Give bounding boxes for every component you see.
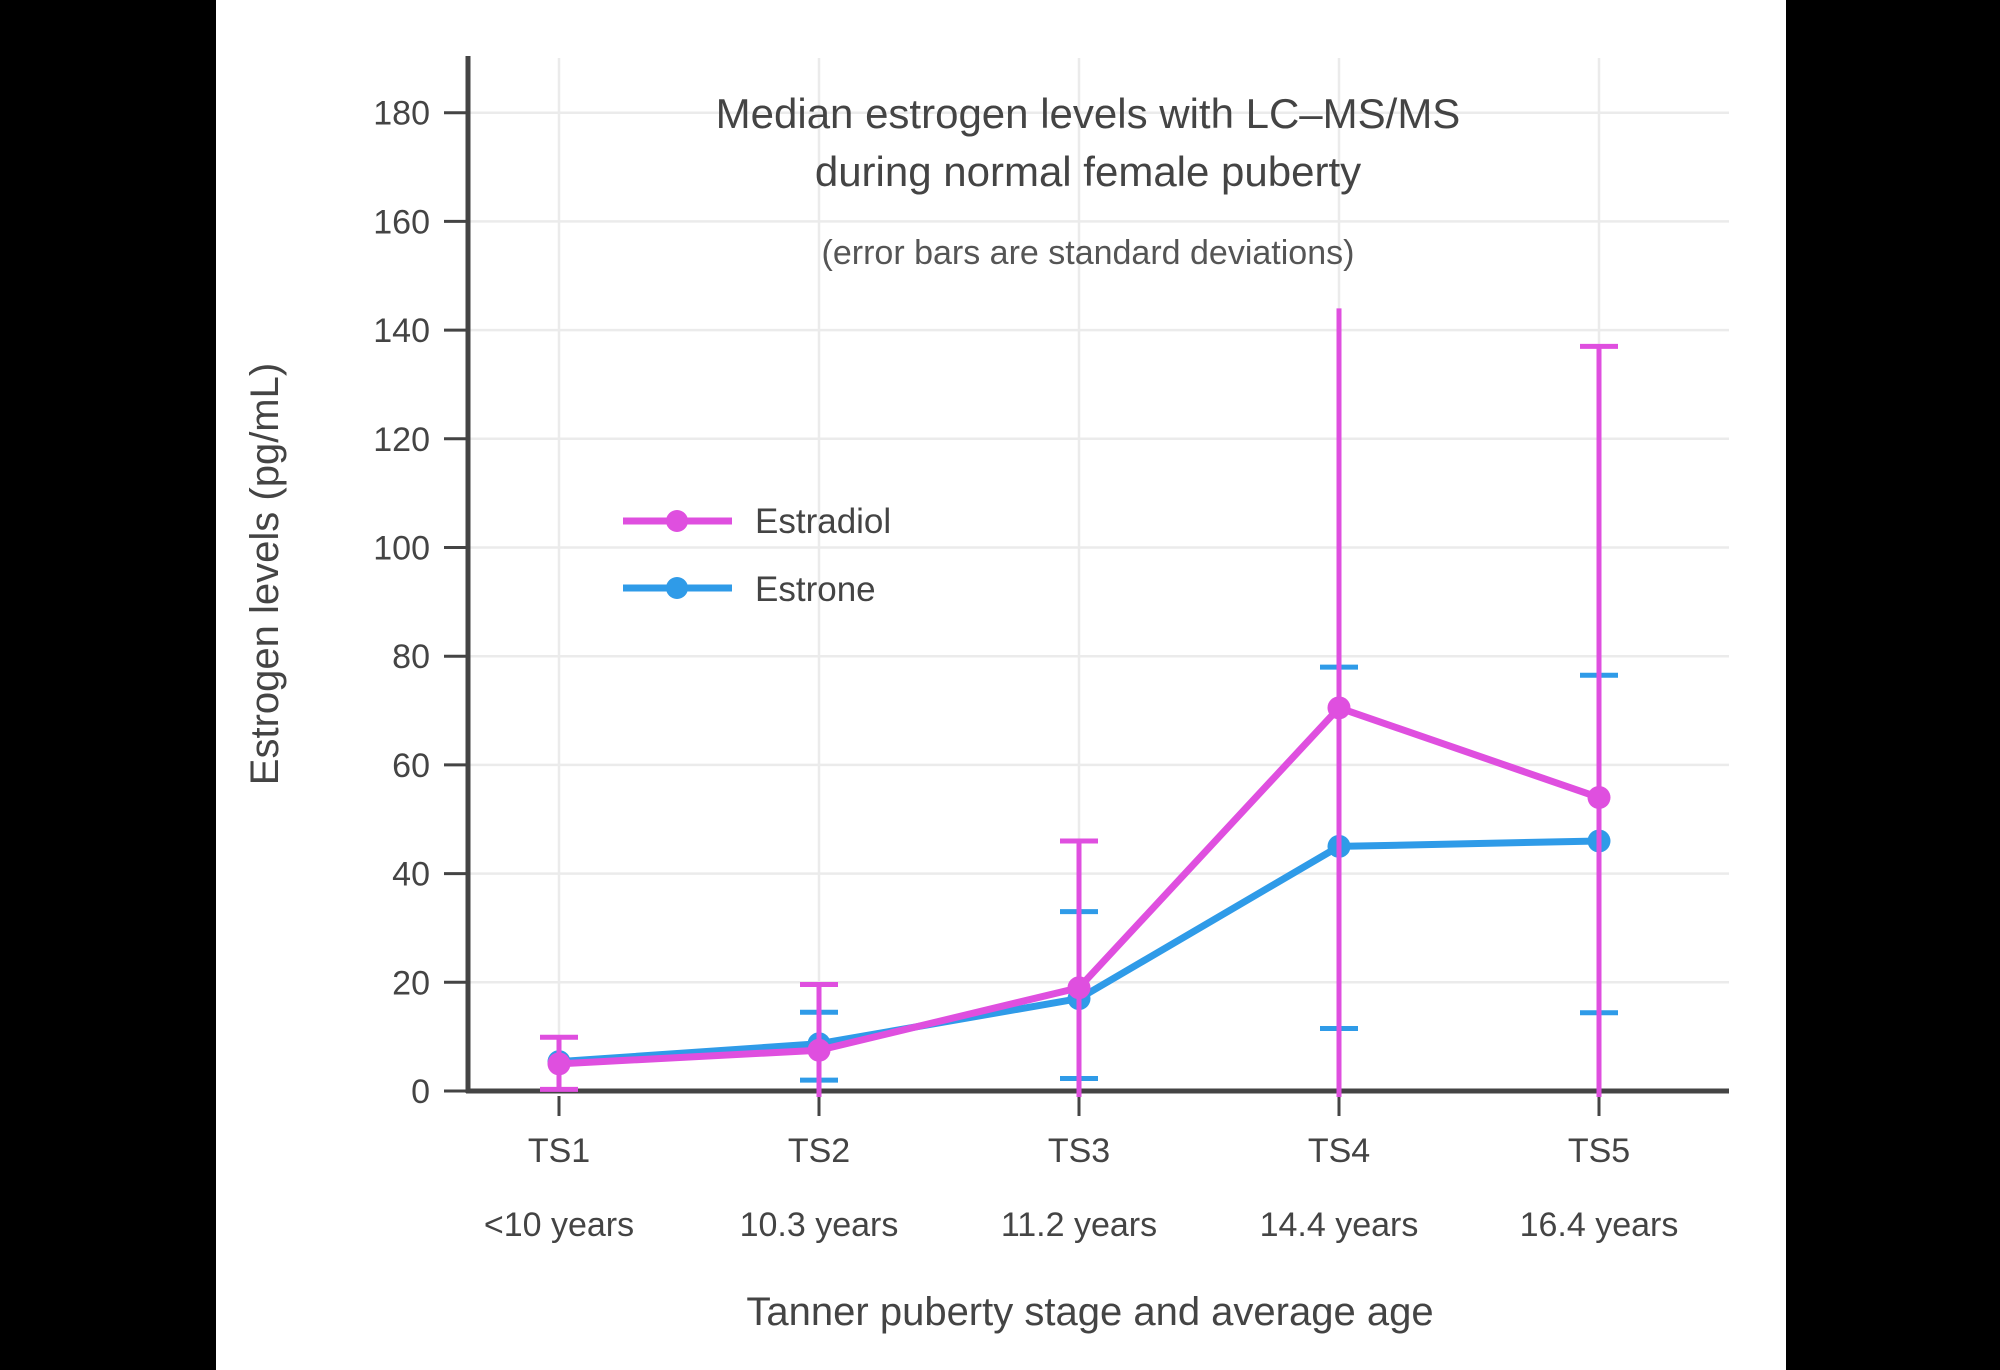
x-tick-label-TS2: TS2 [788,1132,850,1170]
y-tick-label-80: 80 [392,638,430,676]
data-series [540,308,1618,1097]
chart-title-line1: Median estrogen levels with LC–MS/MS [716,90,1461,137]
marker-estradiol-TS3 [1067,976,1091,1000]
y-tick-label-120: 120 [373,421,430,459]
legend-label-estrone: Estrone [755,570,876,609]
y-tick-label-0: 0 [411,1073,430,1111]
series-estradiol [540,308,1618,1097]
y-tick-label-140: 140 [373,312,430,350]
y-tick-label-100: 100 [373,530,430,568]
marker-estradiol-TS2 [807,1038,831,1062]
y-tick-label-180: 180 [373,95,430,133]
x-tick-label-TS4: TS4 [1308,1132,1370,1170]
y-axis-title: Estrogen levels (pg/mL) [243,363,287,785]
legend: Estradiol Estrone [623,502,891,609]
x-tick-label-TS3: TS3 [1048,1132,1110,1170]
chart-subtitle: (error bars are standard deviations) [822,234,1355,272]
y-tick-label-160: 160 [373,203,430,241]
legend-item-estrone[interactable]: Estrone [623,570,876,609]
tick-labels: 0 20 40 60 80 100 120 140 160 180 TS1 <10 years TS2 1… [373,95,1678,1244]
x-tick-sublabel-TS1: <10 years [484,1206,634,1244]
x-tick-sublabel-TS4: 14.4 years [1260,1206,1419,1244]
x-tick-sublabel-TS5: 16.4 years [1520,1206,1679,1244]
x-tick-sublabel-TS2: 10.3 years [740,1206,899,1244]
legend-item-estradiol[interactable]: Estradiol [623,502,891,541]
x-tick-label-TS1: TS1 [528,1132,590,1170]
legend-swatch-dot-estrone [666,577,688,599]
legend-swatch-dot-estradiol [666,510,688,532]
chart-canvas [216,0,1786,1370]
x-tick-sublabel-TS3: 11.2 years [1001,1206,1157,1244]
y-tick-label-20: 20 [392,964,430,1002]
marker-estradiol-TS1 [547,1052,571,1076]
x-tick-label-TS5: TS5 [1568,1132,1630,1170]
marker-estradiol-TS5 [1587,786,1611,810]
axes [465,56,1729,1094]
chart-title-line2: during normal female puberty [815,148,1361,195]
y-tick-label-60: 60 [392,747,430,785]
marker-estradiol-TS4 [1327,696,1351,720]
x-axis-title: Tanner puberty stage and average age [746,1290,1433,1334]
axis-ticks [444,111,1601,1116]
y-tick-label-40: 40 [392,856,430,894]
legend-label-estradiol: Estradiol [755,502,891,541]
